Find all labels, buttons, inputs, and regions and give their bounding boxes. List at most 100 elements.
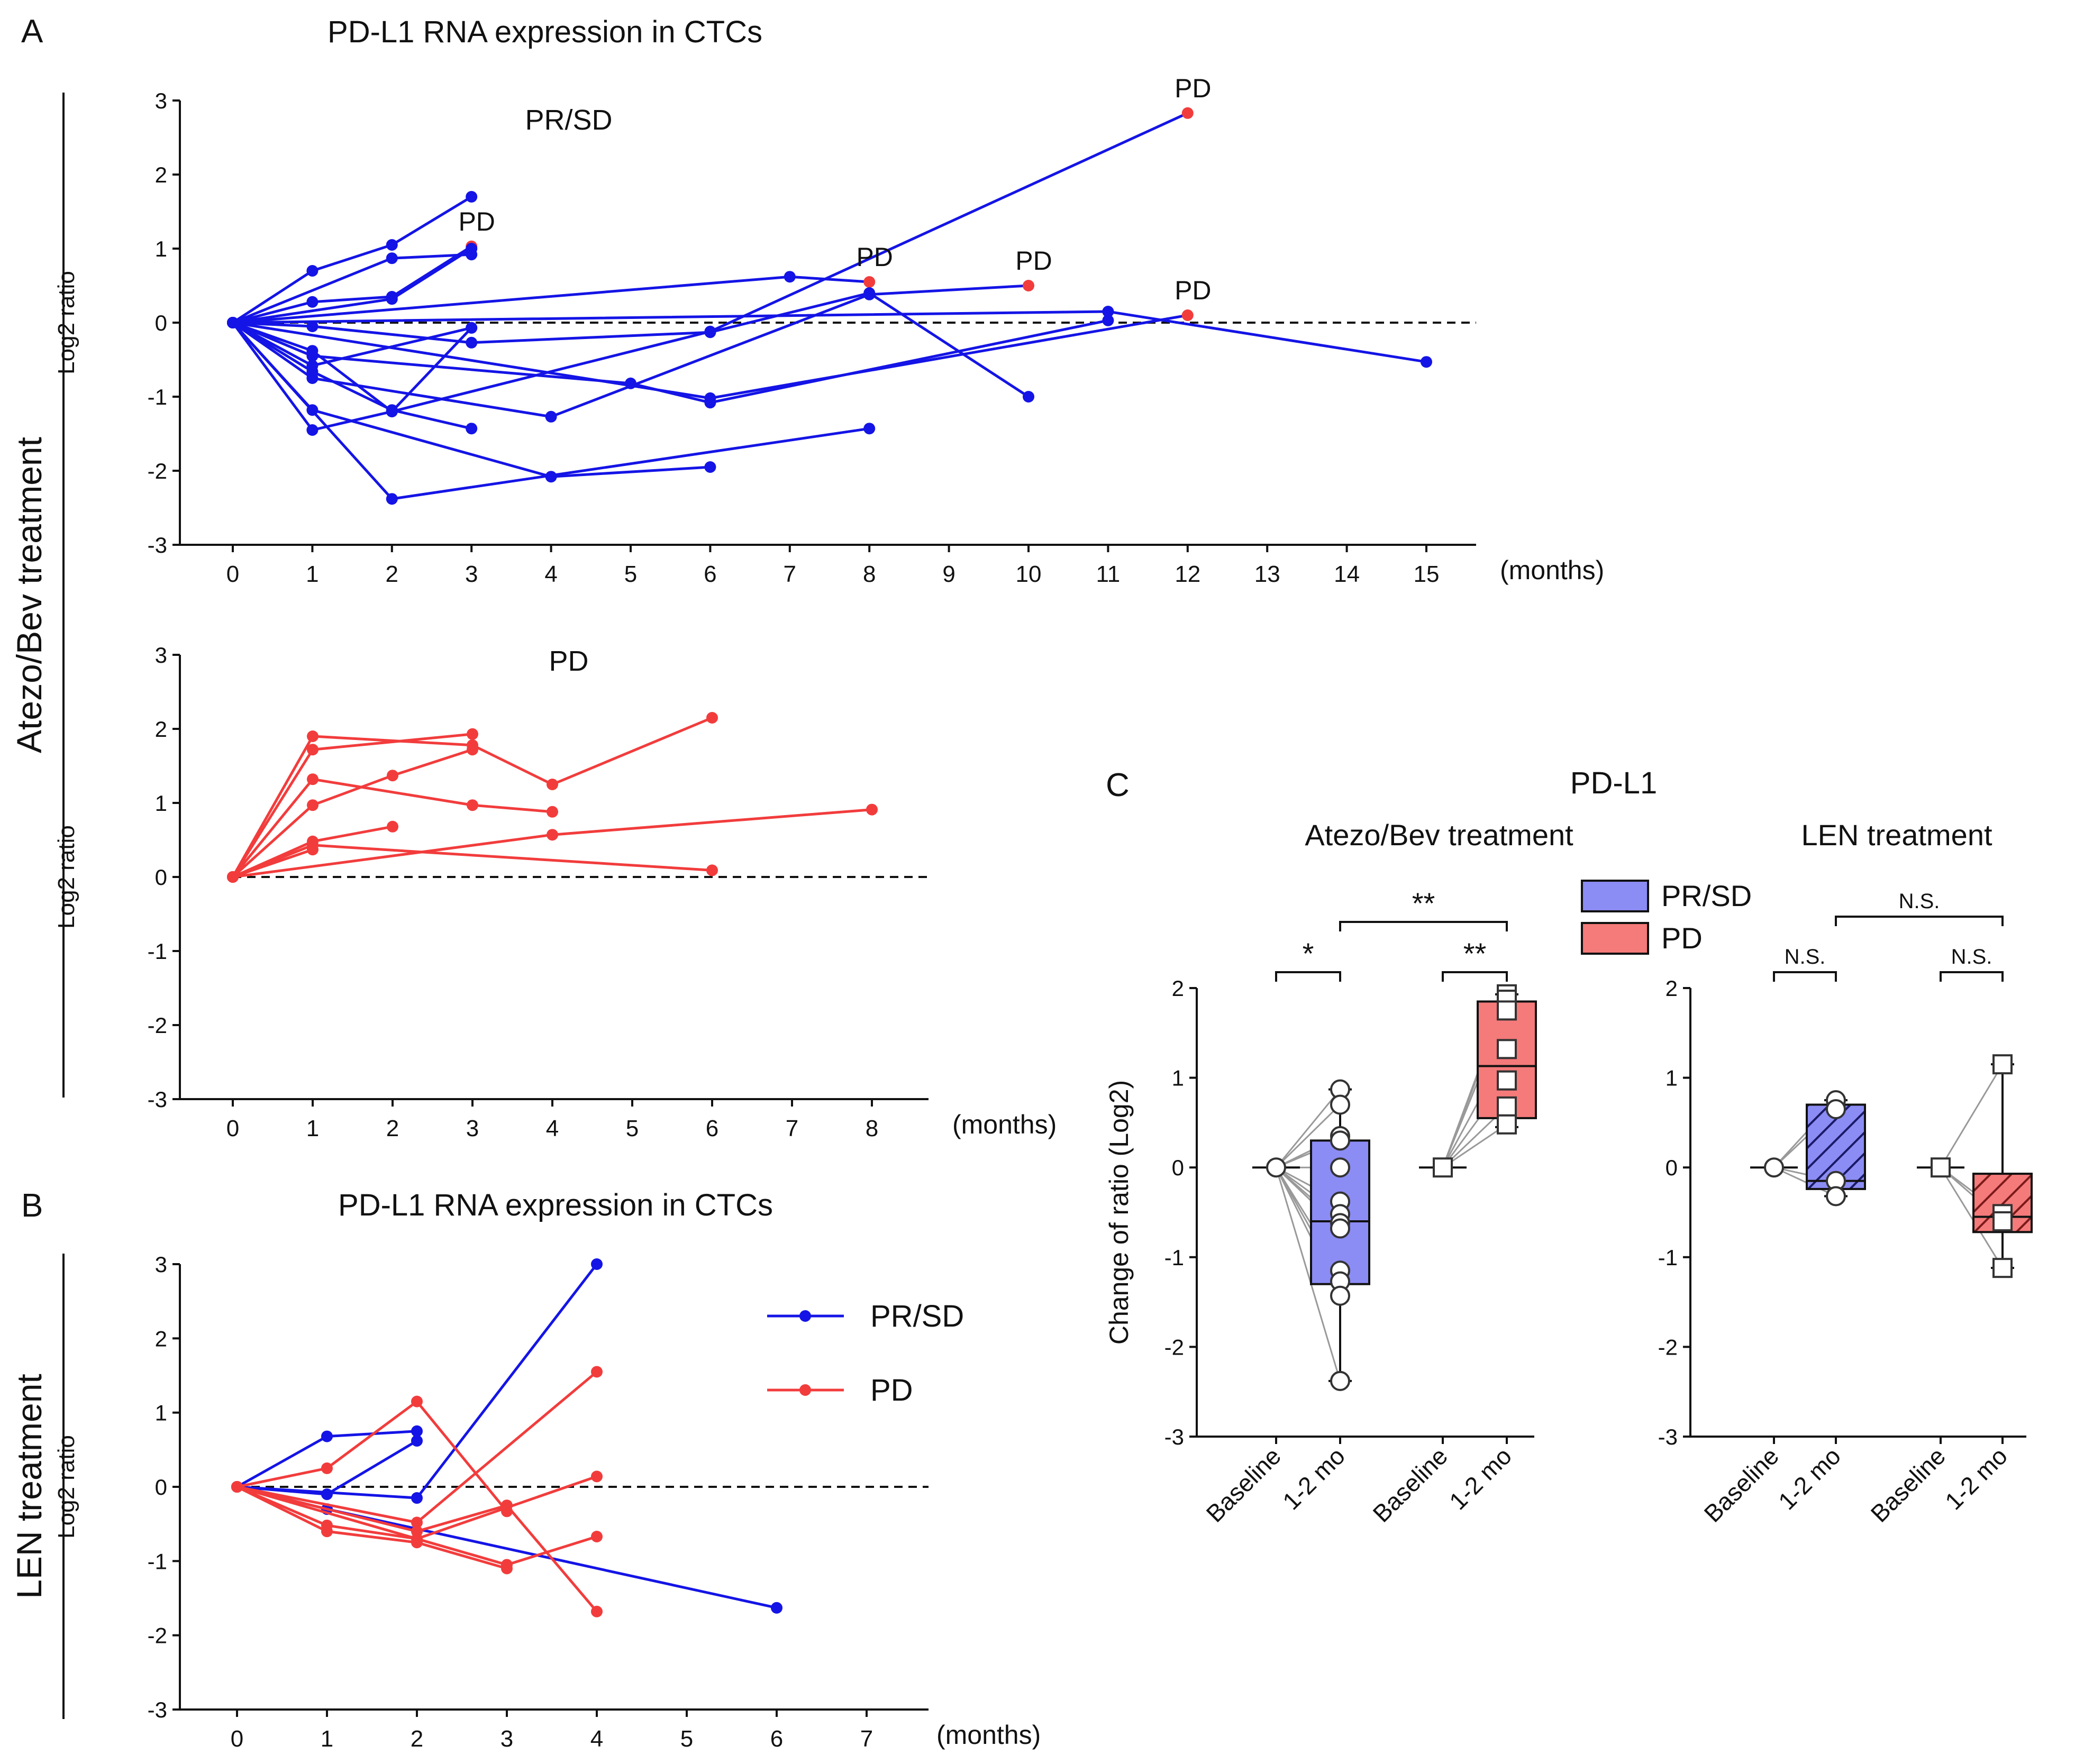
data-point	[411, 1516, 423, 1529]
paired-line	[1940, 1167, 2004, 1268]
y-tick-label: 0	[155, 865, 167, 890]
legend-label: PD	[870, 1373, 913, 1407]
y-tick-label: 2	[155, 162, 167, 187]
data-point	[411, 1425, 423, 1437]
chart-c-atezo: -3 -2 -1 0 1 2 Change of ratio (Log2) Atezo/Bev…	[1104, 818, 1573, 1528]
y-tick-label: 3	[155, 88, 167, 113]
baseline-point	[1764, 1157, 1784, 1178]
data-point	[411, 1537, 423, 1549]
legend-swatch	[1581, 922, 1649, 955]
significance-label: *	[1303, 937, 1314, 970]
data-point	[866, 803, 878, 816]
panel-a-title: PD-L1 RNA expression in CTCs	[327, 15, 762, 49]
data-point	[1023, 391, 1034, 403]
data-point	[387, 820, 398, 833]
x-tick-label: 3	[465, 561, 478, 587]
y-tick-label: -2	[148, 459, 167, 483]
x-tick-label: 7	[786, 1116, 798, 1141]
x-tick-label: Baseline	[1201, 1442, 1287, 1528]
data-point	[1992, 1258, 2013, 1278]
x-tick-label: 7	[784, 561, 796, 587]
data-point	[467, 799, 478, 811]
data-point	[1826, 1186, 1846, 1207]
series-line	[236, 1485, 507, 1570]
panel-b-letter: B	[21, 1187, 43, 1224]
significance-label: **	[1463, 937, 1487, 970]
data-point	[307, 730, 318, 742]
x-tick-label: 1	[306, 1116, 319, 1141]
data-point	[1102, 314, 1114, 326]
baseline-point	[1931, 1157, 1951, 1178]
data-point	[411, 1492, 423, 1504]
series-line	[232, 848, 313, 879]
x-tick-label: Baseline	[1865, 1442, 1951, 1528]
x-tick-label: 2	[386, 561, 398, 587]
data-point	[1497, 1039, 1517, 1059]
y-tick-label: -3	[1164, 1424, 1184, 1449]
x-tick-label: 1-2 mo	[1444, 1442, 1517, 1515]
x-tick-label: 6	[770, 1726, 783, 1752]
y-tick-label: -3	[148, 533, 167, 557]
data-point	[591, 1531, 603, 1543]
y-tick-label: -1	[1658, 1245, 1678, 1270]
significance-label: N.S.	[1785, 945, 1826, 968]
x-tick-label: 13	[1254, 561, 1280, 587]
significance-bracket	[1339, 921, 1508, 931]
y-tick-label: 0	[155, 1475, 167, 1500]
data-point	[1181, 309, 1194, 321]
data-point	[306, 372, 318, 384]
series-line	[232, 778, 553, 878]
data-point	[1023, 280, 1034, 291]
data-point	[386, 493, 398, 505]
data-point	[386, 293, 398, 305]
x-tick-label: 4	[544, 561, 557, 587]
data-point	[306, 321, 318, 332]
data-point	[1497, 1070, 1517, 1091]
panel-c-letter: C	[1106, 767, 1130, 803]
y-tick-label: 3	[155, 1252, 167, 1277]
data-point	[321, 1488, 333, 1501]
row-label-len: LEN treatment	[10, 1374, 49, 1599]
x-tick-label: 0	[226, 1116, 239, 1141]
series-line	[232, 245, 472, 324]
data-point	[411, 1525, 423, 1538]
x-tick-label: 1-2 mo	[1773, 1442, 1846, 1515]
x-tick-label: 3	[466, 1116, 479, 1141]
data-point	[863, 276, 876, 288]
legend-marker	[799, 1384, 811, 1396]
data-point	[1992, 1211, 2013, 1231]
data-point	[227, 317, 239, 328]
pd-annotation: PD	[1175, 276, 1211, 305]
y-tick-label: 0	[1172, 1155, 1184, 1180]
x-tick-label: 3	[500, 1726, 513, 1752]
data-point	[321, 1430, 333, 1442]
y-tick-label: -2	[1658, 1335, 1678, 1359]
paired-line	[1275, 1089, 1341, 1168]
significance-bracket	[1773, 971, 1837, 982]
chart-title: PD	[549, 645, 588, 677]
y-tick-label: -2	[148, 1013, 167, 1038]
x-tick-label: 15	[1414, 561, 1440, 587]
y-tick-label: 1	[155, 791, 167, 816]
panel-a-letter: A	[21, 13, 43, 50]
x-tick-label: 6	[706, 1116, 718, 1141]
data-point	[1330, 1218, 1350, 1239]
x-tick-label: 2	[386, 1116, 399, 1141]
x-tick-label: 0	[231, 1726, 243, 1752]
data-point	[306, 424, 318, 436]
data-point	[863, 288, 876, 300]
y-tick-label: 1	[155, 1401, 167, 1425]
x-tick-label: 5	[626, 1116, 639, 1141]
y-tick-label: 0	[1666, 1155, 1678, 1180]
significance-bracket	[1442, 971, 1508, 982]
data-point	[706, 712, 718, 724]
series-line	[232, 808, 872, 879]
x-tick-label: 9	[942, 561, 955, 587]
data-point	[466, 322, 478, 334]
chart-title: Atezo/Bev treatment	[1305, 818, 1573, 852]
data-point	[386, 252, 398, 264]
data-point	[386, 239, 398, 251]
data-point	[1497, 1096, 1517, 1117]
y-tick-label: -3	[148, 1087, 167, 1112]
